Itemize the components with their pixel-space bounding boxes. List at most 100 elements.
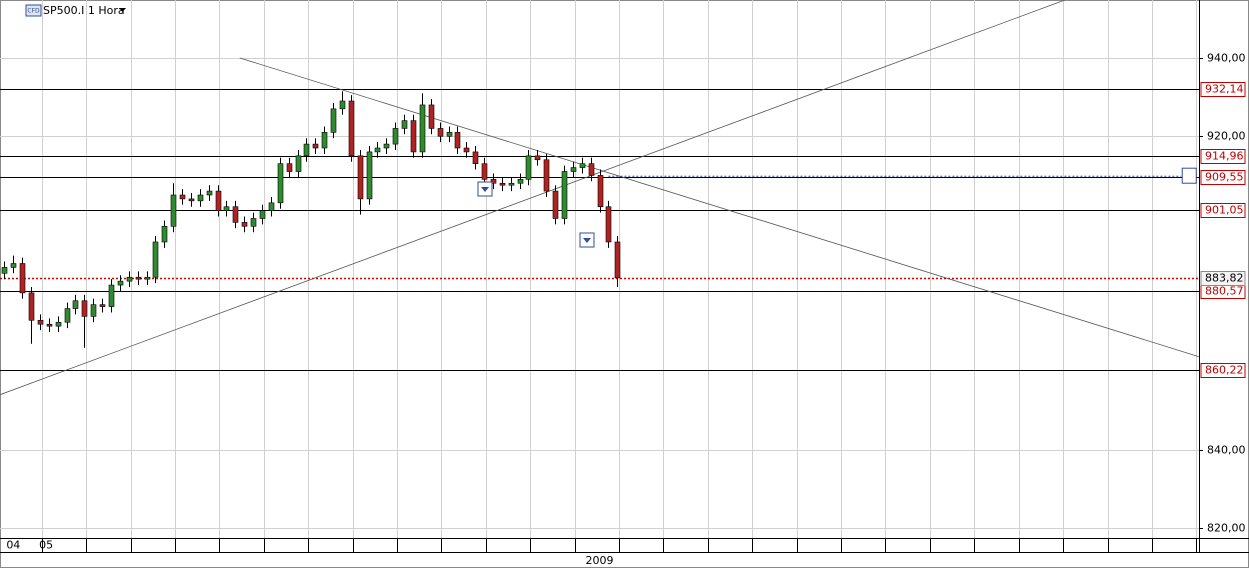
candle-body (588, 163, 595, 176)
candle-body (152, 241, 159, 278)
candle-body (374, 147, 381, 153)
candle-body (597, 175, 604, 208)
candle-body (508, 182, 515, 186)
candle-body (419, 104, 426, 153)
candle-body (614, 241, 621, 279)
candle-body (570, 167, 577, 172)
candle-body (339, 100, 346, 110)
marker-icon (583, 238, 591, 243)
badge-text: CFD (27, 8, 40, 15)
candle-body (525, 155, 532, 180)
candle-body (410, 120, 417, 153)
candle-body (179, 194, 186, 200)
y-tick-label: 940,00 (1207, 52, 1246, 65)
x-tick-label: 04 (6, 539, 20, 552)
candle-body (321, 132, 328, 149)
level-label: 880,57 (1205, 285, 1244, 298)
level-label: 914,96 (1205, 150, 1244, 163)
level-label: 909,55 (1205, 171, 1244, 184)
candle-body (72, 300, 79, 309)
x-tick-label: 05 (39, 539, 53, 552)
level-label: 932,14 (1205, 83, 1244, 96)
candle-body (90, 304, 97, 317)
axis: 820,00 840,00 920,00 940,00 04 05 2009 932,14 91… (6, 52, 1246, 567)
candle-body (366, 151, 373, 200)
candle-body (223, 206, 230, 211)
y-tick-label: 920,00 (1207, 130, 1246, 143)
candle-body (268, 202, 275, 211)
candle-body (170, 194, 177, 227)
candle-body (55, 321, 62, 327)
level-label-box (1200, 363, 1246, 378)
candle-body (197, 194, 204, 202)
candle-body (108, 284, 115, 307)
candle-body (534, 155, 541, 161)
level-label: 860,22 (1205, 364, 1244, 377)
candle-body (126, 276, 133, 282)
dropdown-arrow[interactable] (119, 8, 126, 12)
candle-body (552, 190, 559, 219)
plot (0, 0, 1200, 396)
year-label: 2009 (586, 554, 614, 567)
chart-title: SP500.I 1 Hora (43, 4, 125, 17)
candle-body (259, 210, 266, 219)
level-label-box (1200, 170, 1246, 185)
candle-body (286, 163, 293, 172)
y-tick-label: 820,00 (1207, 522, 1246, 535)
candle-body (135, 276, 142, 280)
candle-body (232, 206, 239, 223)
level-label-box (1200, 149, 1246, 164)
candle-body (543, 159, 550, 192)
candle-body (401, 120, 408, 129)
alert-icon (1181, 167, 1197, 184)
candle-body (99, 304, 106, 307)
candle-body (28, 292, 35, 321)
candle-body (10, 263, 17, 268)
candle-body (392, 128, 399, 145)
last-price-label: 883,82 (1205, 272, 1244, 285)
candle-body (463, 147, 470, 153)
candle-body (303, 143, 310, 157)
marker-icon (481, 187, 489, 192)
candle-body (46, 323, 53, 327)
candle-body (357, 155, 364, 200)
candle-body (517, 179, 524, 184)
trendline (0, 0, 1066, 396)
candle-body (330, 108, 337, 133)
candle-body (161, 226, 168, 243)
candle-body (428, 104, 435, 129)
candle-body (144, 276, 151, 280)
candle-body (188, 198, 195, 202)
candle-body (1, 267, 8, 274)
candle-body (117, 280, 124, 286)
trendline (239, 57, 1200, 358)
candle-body (472, 151, 479, 164)
candle-body (561, 171, 568, 219)
header[interactable]: CFD SP500.I 1 Hora (25, 4, 126, 17)
candle-body (250, 218, 257, 227)
badge (25, 4, 42, 17)
level-label-box (1200, 203, 1246, 218)
candle-body (19, 263, 26, 294)
candle-body (605, 206, 612, 243)
candle-body (446, 132, 453, 137)
level-label-box (1200, 82, 1246, 97)
candle-body (81, 300, 88, 317)
candle-body (295, 155, 302, 172)
signal-marker (477, 181, 595, 248)
candle-body (206, 190, 213, 196)
candle-body (490, 179, 497, 184)
candle-body (383, 143, 390, 149)
last-price-box (1200, 271, 1246, 286)
candle-body (454, 132, 461, 149)
candle-body (277, 163, 284, 204)
candle-body (215, 190, 222, 211)
candle-body (348, 100, 355, 157)
candle-body (437, 128, 444, 137)
candle-body (241, 222, 248, 227)
candle-body (481, 163, 488, 180)
candle-body (312, 143, 319, 149)
candle-body (37, 319, 44, 325)
